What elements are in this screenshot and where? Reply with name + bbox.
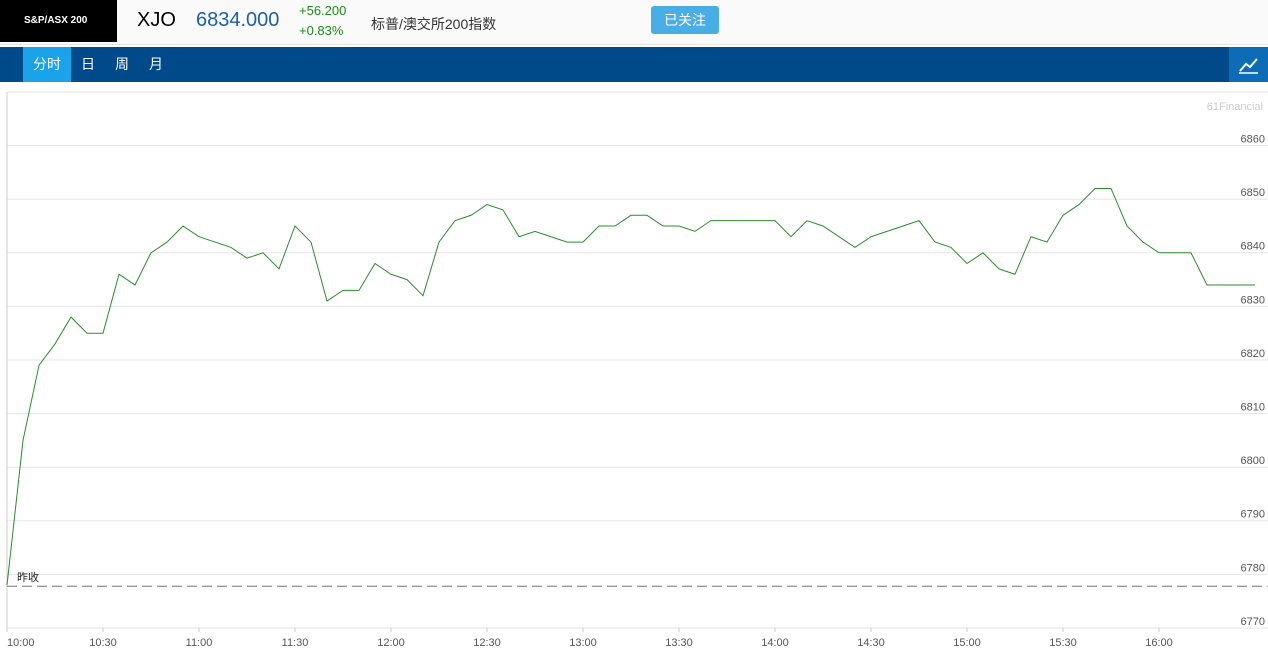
index-name: 标普/澳交所200指数 — [371, 16, 497, 32]
watermark: 61Financial — [1207, 101, 1263, 113]
follow-button[interactable]: 已关注 — [651, 6, 719, 34]
tab-bar: 分时 日 周 月 — [0, 47, 1268, 82]
chart: 61Financial 6770 6780 6790 6800 6810 6820 6830… — [6, 91, 1268, 649]
change-pct: +0.83% — [299, 23, 344, 38]
y-tick-label: 6850 — [1241, 187, 1265, 199]
x-tick-label: 13:00 — [569, 637, 597, 649]
x-tick-label: 13:30 — [665, 637, 693, 649]
y-tick-label: 6830 — [1241, 294, 1265, 306]
tab[interactable]: 周 — [115, 56, 129, 72]
change: +56.200 — [299, 3, 347, 18]
x-tick-label: 14:00 — [761, 637, 789, 649]
tab[interactable]: 日 — [81, 56, 95, 72]
chart-icon — [1239, 58, 1258, 74]
x-tick-label: 12:00 — [377, 637, 405, 649]
y-tick-label: 6840 — [1241, 241, 1265, 253]
y-tick-label: 6780 — [1241, 562, 1265, 574]
x-tick-label: 14:30 — [857, 637, 885, 649]
chart-type-button[interactable] — [1229, 47, 1268, 82]
y-tick-label: 6790 — [1241, 509, 1265, 521]
tab[interactable]: 分时 — [23, 47, 71, 82]
x-tick-label: 10:00 — [7, 637, 35, 649]
x-tick-label: 15:30 — [1049, 637, 1077, 649]
y-tick-label: 6770 — [1241, 616, 1265, 628]
header: S&P/ASX 200 XJO 6834.000 +56.200 +0.83% … — [0, 0, 1268, 45]
x-tick-label: 12:30 — [473, 637, 501, 649]
x-tick-label: 11:00 — [186, 637, 213, 649]
prev-close-label: 昨收 — [17, 570, 39, 584]
symbol: XJO — [137, 9, 176, 31]
y-tick-label: 6860 — [1241, 134, 1265, 146]
y-tick-label: 6810 — [1241, 402, 1265, 414]
y-tick-label: 6800 — [1241, 455, 1265, 467]
y-tick-label: 6820 — [1241, 348, 1265, 360]
tab[interactable]: 月 — [149, 56, 163, 72]
x-tick-label: 16:00 — [1145, 637, 1173, 649]
price: 6834.000 — [196, 9, 280, 31]
price-line — [6, 187, 1255, 586]
x-tick-label: 11:30 — [282, 637, 309, 649]
x-tick-label: 15:00 — [953, 637, 981, 649]
index-badge: S&P/ASX 200 — [0, 0, 117, 42]
x-tick-label: 10:30 — [89, 637, 117, 649]
